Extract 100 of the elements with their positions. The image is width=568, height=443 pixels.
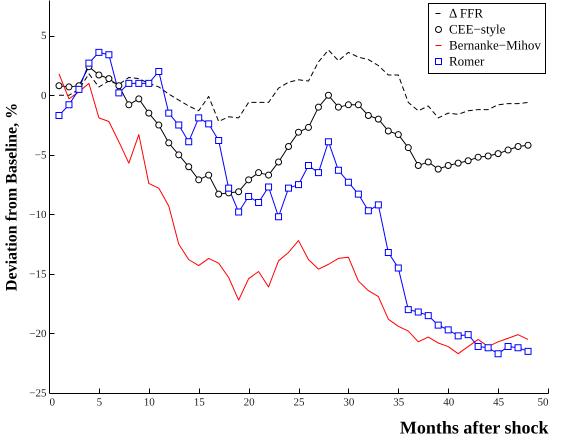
point [514,142,522,150]
y-tick-label: −10 [29,208,47,221]
point [364,112,372,120]
point [404,144,412,152]
x-tick-label: 5 [96,396,103,408]
point [324,138,332,146]
point [55,82,62,90]
y-tick-label: −20 [29,328,47,340]
point [195,176,202,184]
point [115,82,122,90]
y-tick-label: 5 [41,30,47,42]
point [235,208,242,216]
point [394,131,402,138]
point [135,80,142,87]
point [55,112,62,120]
point [185,163,192,170]
x-tick-label: 40 [443,396,455,408]
point [255,169,262,176]
x-tick-label: 35 [393,396,405,408]
point [324,92,332,99]
point [354,190,362,198]
point [494,350,502,358]
point [275,158,282,166]
point [105,51,112,58]
point [464,331,472,338]
point [414,162,422,170]
point [434,166,442,173]
point [344,101,352,108]
point [265,172,272,179]
point [185,138,192,146]
point [235,188,242,196]
legend-label: CEE−style [449,22,506,36]
point [165,139,172,146]
point [374,201,382,208]
point [165,110,172,117]
point [394,264,402,272]
point [484,344,492,352]
point [205,172,212,179]
point [364,207,372,214]
point [95,48,102,56]
x-tick-label: 0 [50,396,56,408]
point [504,343,512,350]
x-tick-label: 25 [294,396,305,408]
point [245,193,252,200]
point [65,101,72,108]
point [75,86,82,93]
x-tick-label: 45 [493,396,505,408]
x-tick-label: 10 [144,396,156,408]
y-tick-label: −25 [29,388,47,400]
point [285,142,292,150]
point [105,75,112,82]
point [434,322,442,329]
point [125,80,132,87]
y-tick-label: 0 [41,90,47,102]
point [85,60,92,67]
point [205,120,212,128]
point [145,80,152,87]
point [474,154,482,161]
point [454,332,462,340]
point [125,101,132,108]
point [175,122,182,129]
point [484,152,492,160]
point [474,343,482,350]
point [454,160,462,167]
x-axis-title: Months after shock [400,418,548,438]
point [265,183,272,190]
legend-label: Bernanke−Mihov [449,38,542,52]
point [215,137,222,144]
point [135,95,142,102]
point [424,158,432,166]
point [145,110,152,117]
point [464,157,472,164]
point [304,162,312,170]
point [304,124,312,131]
legend-label: Δ FFR [449,6,484,20]
point [65,83,72,90]
point [215,190,222,198]
point [334,166,342,174]
point [295,181,302,188]
point [424,312,432,320]
point [444,326,452,334]
point [404,306,412,314]
point [295,128,302,136]
point [245,176,252,184]
point [195,114,202,122]
y-tick-label: −5 [34,149,47,162]
point [95,72,102,79]
x-tick-label: 30 [343,396,355,408]
y-axis-title: Deviation from Baseline, % [3,102,20,292]
point [384,248,392,256]
point [354,101,362,108]
point [115,89,122,96]
point [314,104,322,111]
point [494,150,502,158]
point [155,68,162,75]
y-tick-label: −15 [29,268,47,280]
x-tick-label: 15 [194,396,206,408]
x-tick-label: 20 [244,396,256,408]
point [414,308,422,316]
point [444,162,452,170]
